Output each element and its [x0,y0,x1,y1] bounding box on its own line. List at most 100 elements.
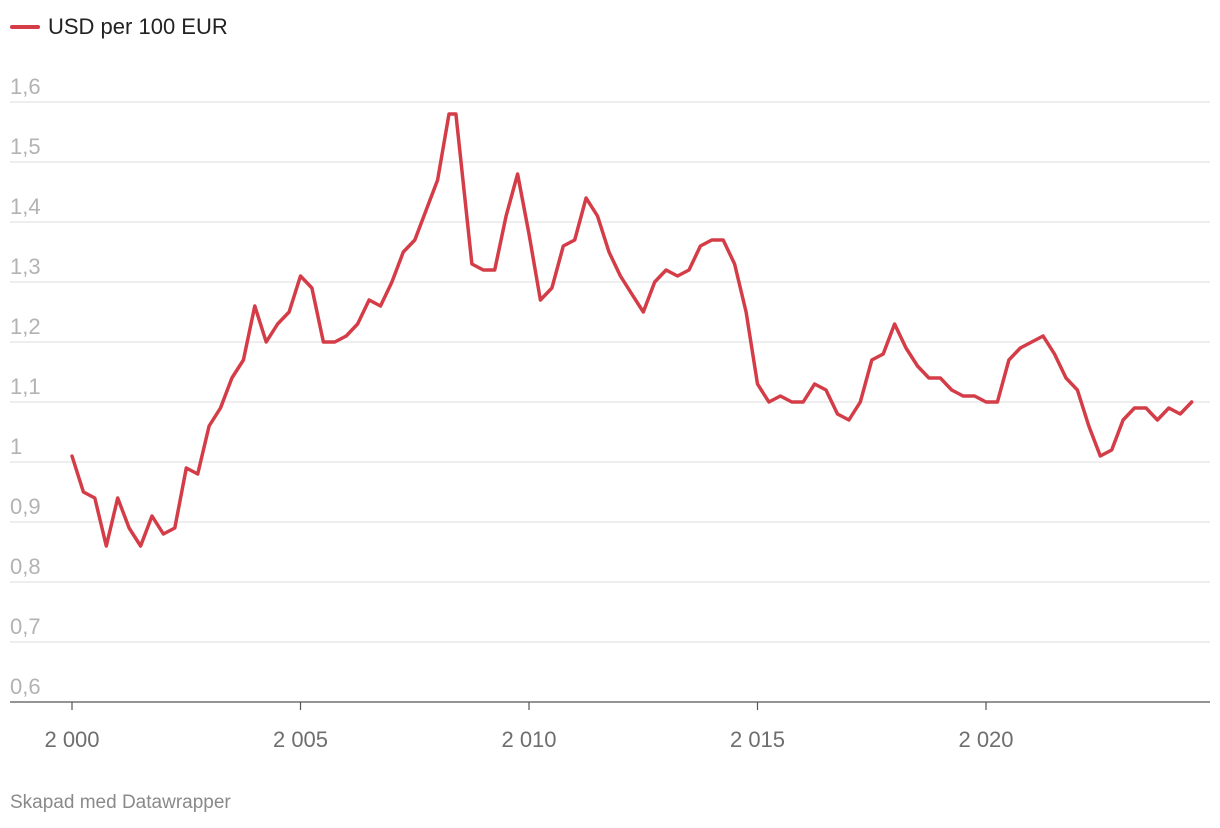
data-point [939,376,942,379]
data-point [139,544,142,547]
data-point [1190,400,1193,403]
x-tick-label: 2 015 [730,727,785,752]
data-point [619,274,622,277]
data-point [767,400,770,403]
data-point [722,238,725,241]
data-point [196,472,199,475]
data-point [859,400,862,403]
data-point [1064,376,1067,379]
y-tick-label: 1,5 [10,134,41,159]
data-point [870,358,873,361]
data-point [984,400,987,403]
data-point [230,376,233,379]
data-point [173,526,176,529]
y-tick-label: 1,2 [10,314,41,339]
y-tick-label: 1,1 [10,374,41,399]
x-axis: 2 000 2 005 2 010 2 015 2 020 [44,702,1014,752]
data-point [105,544,108,547]
data-point [333,340,336,343]
data-point [699,244,702,247]
data-point [70,454,73,457]
legend-label: USD per 100 EUR [48,14,228,39]
data-point [927,376,930,379]
data-point [367,298,370,301]
data-point [454,112,457,115]
data-point [1122,418,1125,421]
x-tick-label: 2 005 [273,727,328,752]
data-point [996,400,999,403]
x-tick-label: 2 020 [958,727,1013,752]
data-point [916,364,919,367]
data-point [1167,406,1170,409]
series-line [70,112,1194,548]
data-point [802,400,805,403]
data-point [345,334,348,337]
data-point [733,262,736,265]
data-point [756,382,759,385]
data-point [253,304,256,307]
data-point [596,214,599,217]
data-point [882,352,885,355]
data-point [82,490,85,493]
data-point [1179,412,1182,415]
y-tick-label: 1,6 [10,74,41,99]
data-point [904,346,907,349]
data-point [1144,406,1147,409]
data-point [573,238,576,241]
data-point [1030,340,1033,343]
y-tick-label: 0,7 [10,614,41,639]
data-point [836,412,839,415]
data-point [710,238,713,241]
data-point [744,310,747,313]
data-point [562,244,565,247]
data-point [379,304,382,307]
data-point [93,496,96,499]
data-point [539,298,542,301]
y-tick-label: 1,3 [10,254,41,279]
data-point [813,382,816,385]
data-point [287,310,290,313]
data-point [505,214,508,217]
data-point [962,394,965,397]
data-point [242,358,245,361]
data-point [1019,346,1022,349]
data-point [390,280,393,283]
data-point [973,394,976,397]
data-point [1133,406,1136,409]
data-point [276,322,279,325]
y-tick-label: 0,9 [10,494,41,519]
data-point [447,112,450,115]
data-point [356,322,359,325]
legend-swatch [10,25,40,29]
data-point [299,274,302,277]
data-point [402,250,405,253]
data-point [676,274,679,277]
data-point [653,280,656,283]
legend: USD per 100 EUR [10,14,228,40]
data-point [630,292,633,295]
data-point [527,232,530,235]
x-tick-label: 2 010 [501,727,556,752]
data-point [607,250,610,253]
y-tick-label: 0,6 [10,674,41,699]
data-point [1042,334,1045,337]
data-point [150,514,153,517]
data-point [482,268,485,271]
data-point [493,268,496,271]
data-point [790,400,793,403]
data-point [550,286,553,289]
data-point [322,340,325,343]
data-point [665,268,668,271]
data-point [950,388,953,391]
data-point [1076,388,1079,391]
data-point [687,268,690,271]
series-layer [70,112,1194,548]
data-point [516,172,519,175]
data-point [413,238,416,241]
data-point [265,340,268,343]
gridlines [10,101,1210,703]
y-axis: 0,6 0,7 0,8 0,9 1 1,1 1,2 1,3 1,4 1,5 1,6 [10,74,41,699]
data-point [116,496,119,499]
data-point [1087,424,1090,427]
data-point [642,310,645,313]
